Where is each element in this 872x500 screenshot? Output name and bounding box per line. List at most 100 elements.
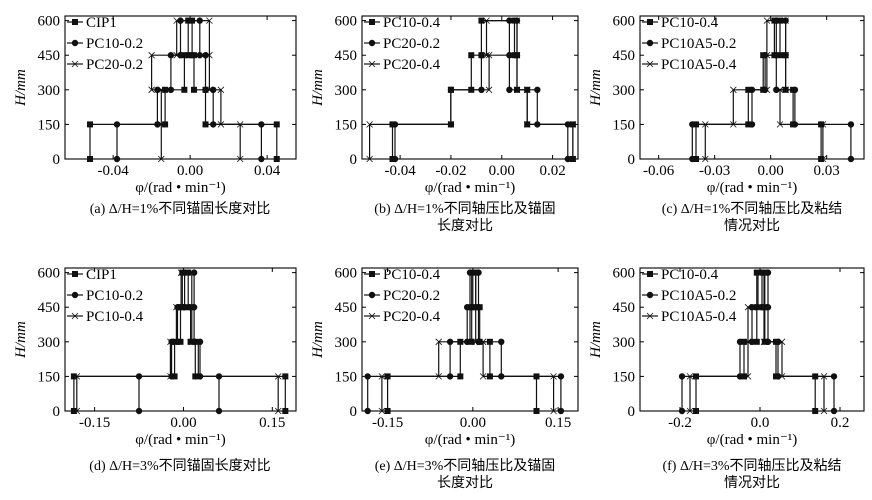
data-point [258, 155, 265, 163]
data-point [485, 86, 493, 94]
data-point [70, 373, 77, 380]
legend-marker [646, 291, 654, 299]
data-point [466, 338, 474, 346]
chart-panel-0: 0 150 300 450 600 -0.04 0.00 0.04 H/mm φ/(rad • m… [13, 14, 297, 217]
legend-entry: PC10A5-0.2 [642, 288, 736, 304]
data-point [776, 86, 784, 94]
legend-entry: PC10-0.4 [364, 267, 441, 283]
chart-caption: (b) Δ/H=1%不同轴压比及锚固 [374, 201, 555, 217]
data-point [463, 304, 471, 311]
data-point [447, 86, 455, 94]
y-tick-label: 300 [335, 83, 358, 99]
legend-label: PC20-0.2 [86, 57, 143, 73]
data-point [469, 303, 477, 311]
legend-marker [368, 291, 376, 299]
series-line [689, 272, 825, 411]
legend-label: PC20-0.4 [383, 309, 441, 325]
y-axis-label: H/mm [13, 321, 29, 359]
y-tick-label: 450 [38, 300, 61, 316]
data-point [469, 269, 477, 276]
series-line [151, 20, 241, 159]
data-point [778, 338, 786, 346]
y-tick-label: 450 [335, 48, 358, 64]
data-point [782, 17, 789, 24]
y-tick-label: 300 [335, 335, 358, 351]
data-point [569, 121, 577, 128]
legend-marker [646, 60, 654, 68]
x-axis-label: φ/(rad • min⁻¹) [707, 180, 797, 196]
y-axis-label: H/mm [310, 69, 326, 107]
data-point [173, 17, 180, 24]
data-point [557, 407, 565, 415]
data-point [479, 338, 487, 346]
data-point [485, 51, 493, 59]
y-tick-label: 0 [628, 404, 636, 420]
data-point [760, 269, 768, 276]
data-point [190, 86, 197, 93]
legend-entry: PC20-0.2 [67, 57, 143, 73]
series-PC20-0.4 [378, 269, 557, 415]
y-tick-label: 150 [335, 369, 358, 385]
legend-label: CIP1 [86, 15, 117, 31]
legend-entry: PC20-0.2 [364, 36, 440, 52]
y-axis-label: H/mm [13, 69, 29, 107]
data-point [210, 121, 217, 128]
legend-marker [71, 291, 79, 299]
plot-frame [361, 15, 579, 160]
data-point [774, 373, 782, 380]
legend-entry: PC10-0.4 [642, 15, 719, 31]
chart-panel-3: 0 150 300 450 600 -0.15 0.00 0.15 H/mm φ/(rad • m… [13, 266, 297, 474]
data-point [782, 51, 789, 59]
data-point [686, 373, 694, 380]
legend-label: PC10-0.2 [86, 288, 143, 304]
data-point [435, 373, 443, 380]
y-tick-label: 300 [38, 335, 61, 351]
y-tick-label: 0 [350, 404, 358, 420]
legend-label: PC10-0.4 [661, 267, 719, 283]
data-point [217, 86, 225, 94]
plot-frame [64, 15, 297, 160]
y-tick-label: 0 [628, 152, 636, 168]
y-axis-label: H/mm [588, 321, 604, 359]
data-point [194, 338, 202, 346]
data-point [523, 121, 531, 128]
data-point [206, 51, 213, 59]
data-point [760, 338, 768, 346]
legend-marker [72, 270, 79, 277]
series-PC10-0.4 [73, 269, 282, 415]
data-point [135, 407, 143, 415]
x-tick-label: 0.00 [460, 415, 486, 431]
data-point [678, 407, 686, 415]
x-tick-label: 0.02 [539, 163, 565, 179]
legend-marker [72, 18, 79, 25]
chart-caption: (e) Δ/H=3%不同轴压比及锚固 [375, 458, 556, 474]
chart-caption: 长度对比 [437, 475, 493, 491]
chart-caption: (c) Δ/H=1%不同轴压比及粘结 [662, 201, 843, 217]
chart-caption: (d) Δ/H=3%不同锚固长度对比 [89, 458, 270, 474]
series-PC10-0.2 [135, 269, 223, 415]
data-point [181, 86, 188, 93]
data-point [550, 407, 557, 415]
data-point [472, 303, 479, 311]
data-point [483, 51, 490, 59]
x-axis-label: φ/(rad • min⁻¹) [135, 432, 225, 448]
legend-entry: PC10-0.4 [642, 267, 719, 283]
series-line [704, 20, 824, 159]
data-point [819, 155, 827, 163]
data-point [167, 86, 175, 94]
y-tick-label: 600 [613, 14, 636, 30]
data-point [468, 52, 475, 59]
data-point [475, 269, 482, 276]
data-point [820, 407, 828, 415]
data-point [73, 373, 81, 380]
data-point [550, 373, 557, 380]
chart-panel-4: 0 150 300 450 600 -0.15 0.00 0.15 H/mm φ/(rad • m… [310, 266, 579, 491]
data-point [258, 121, 265, 128]
y-tick-label: 600 [38, 14, 61, 30]
y-tick-label: 450 [613, 48, 636, 64]
data-point [812, 407, 819, 414]
data-point [478, 52, 485, 59]
data-point [162, 121, 169, 128]
y-tick-label: 450 [613, 300, 636, 316]
